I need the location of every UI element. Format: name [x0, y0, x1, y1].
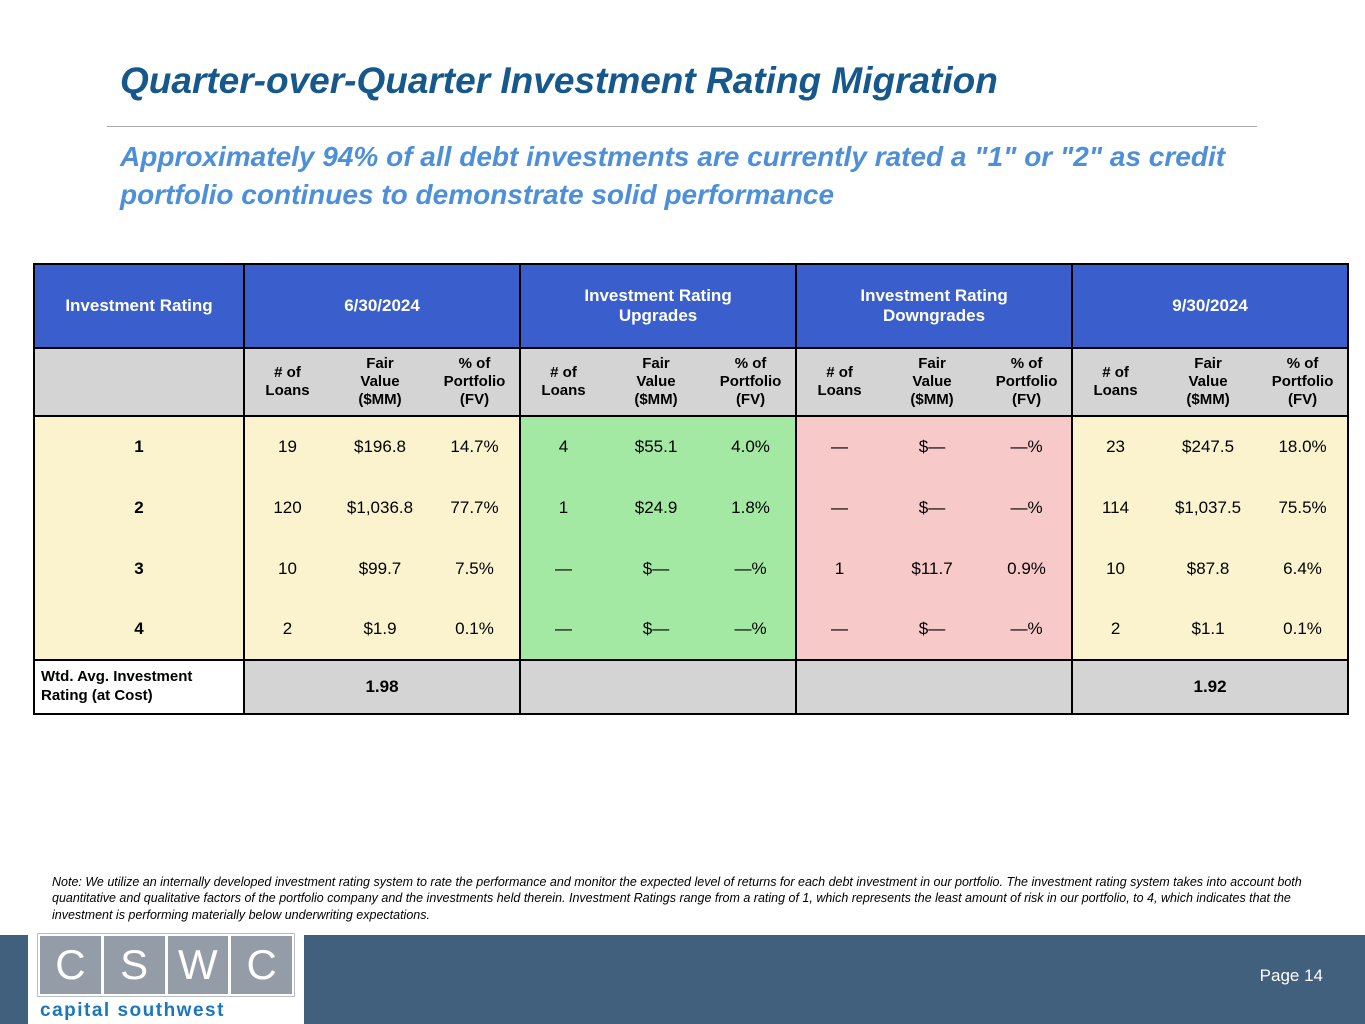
- subheader-cell: % of Portfolio (FV): [982, 348, 1073, 417]
- data-cell: 10: [1071, 538, 1159, 599]
- subheader-cell: % of Portfolio (FV): [1258, 348, 1349, 417]
- data-cell: —%: [982, 477, 1073, 538]
- subheader-cell: % of Portfolio (FV): [706, 348, 797, 417]
- logo-letter: W: [168, 936, 232, 994]
- footer-empty-downgrades: [795, 659, 1073, 714]
- data-cell: $—: [882, 416, 983, 477]
- data-cell: 23: [1071, 416, 1159, 477]
- data-cell: 2: [243, 599, 330, 660]
- subheader-cell: Fair Value ($MM): [330, 348, 430, 417]
- slide-subtitle: Approximately 94% of all debt investment…: [120, 141, 1226, 210]
- data-cell: $1,037.5: [1158, 477, 1259, 538]
- data-cell: $—: [882, 599, 983, 660]
- data-cell: $87.8: [1158, 538, 1259, 599]
- rating-cell: 1: [34, 416, 244, 477]
- subheader-cell: # of Loans: [1071, 348, 1159, 417]
- data-cell: $1.9: [330, 599, 430, 660]
- data-cell: 0.1%: [430, 599, 521, 660]
- data-cell: 19: [243, 416, 330, 477]
- data-cell: —: [519, 538, 607, 599]
- table-row: 1 19 $196.8 14.7% 4 $55.1 4.0% — $— —% 2…: [34, 416, 1349, 477]
- footer-empty-upgrades: [519, 659, 797, 714]
- footer-value-jun: 1.98: [242, 659, 521, 714]
- data-cell: 1: [795, 538, 883, 599]
- data-cell: —: [795, 599, 883, 660]
- logo-letter: S: [104, 936, 168, 994]
- subheader-cell: # of Loans: [243, 348, 330, 417]
- footer-label: Wtd. Avg. Investment Rating (at Cost): [34, 659, 244, 714]
- data-cell: 2: [1071, 599, 1159, 660]
- data-cell: —%: [982, 599, 1073, 660]
- data-cell: —: [795, 477, 883, 538]
- data-cell: 1: [519, 477, 607, 538]
- table-row: 3 10 $99.7 7.5% — $— —% 1 $11.7 0.9% 10 …: [34, 538, 1349, 599]
- data-cell: 114: [1071, 477, 1159, 538]
- table-footer-row: Wtd. Avg. Investment Rating (at Cost) 1.…: [34, 659, 1349, 714]
- data-cell: 0.1%: [1258, 599, 1349, 660]
- data-cell: 10: [243, 538, 330, 599]
- rating-cell: 2: [34, 477, 244, 538]
- table-row: 2 120 $1,036.8 77.7% 1 $24.9 1.8% — $— —…: [34, 477, 1349, 538]
- data-cell: 4.0%: [706, 416, 797, 477]
- table-row: 4 2 $1.9 0.1% — $— —% — $— —% 2 $1.1 0.1…: [34, 599, 1349, 660]
- cswc-logo-box: C S W C: [37, 933, 295, 997]
- data-cell: 6.4%: [1258, 538, 1349, 599]
- data-cell: 7.5%: [430, 538, 521, 599]
- data-cell: $99.7: [330, 538, 430, 599]
- group-header-downgrades: Investment Rating Downgrades: [795, 264, 1073, 349]
- data-cell: $196.8: [330, 416, 430, 477]
- data-cell: 77.7%: [430, 477, 521, 538]
- title-divider: [107, 126, 1257, 127]
- data-cell: —%: [706, 538, 797, 599]
- data-cell: 4: [519, 416, 607, 477]
- subheader-cell: # of Loans: [795, 348, 883, 417]
- logo-letter: C: [246, 941, 277, 988]
- data-cell: $55.1: [606, 416, 707, 477]
- data-cell: —: [519, 599, 607, 660]
- logo-wordmark: capital southwest: [40, 1000, 225, 1021]
- data-cell: $11.7: [882, 538, 983, 599]
- data-cell: $247.5: [1158, 416, 1259, 477]
- subheader-cell: Fair Value ($MM): [606, 348, 707, 417]
- rating-cell: 4: [34, 599, 244, 660]
- data-cell: 75.5%: [1258, 477, 1349, 538]
- footer-value-sep: 1.92: [1071, 659, 1349, 714]
- footnote-text: Note: We utilize an internally developed…: [52, 875, 1302, 922]
- data-cell: 18.0%: [1258, 416, 1349, 477]
- subheader-cell: Fair Value ($MM): [882, 348, 983, 417]
- logo-letter: C: [40, 936, 104, 994]
- table-subheader-row: # of Loans Fair Value ($MM) % of Portfol…: [34, 348, 1349, 417]
- data-cell: —%: [982, 416, 1073, 477]
- rating-cell: 3: [34, 538, 244, 599]
- investment-rating-table: Investment Rating 6/30/2024 Investment R…: [33, 263, 1350, 715]
- cswc-logo: C S W C capital southwest: [28, 926, 304, 1024]
- group-header-jun-2024: 6/30/2024: [242, 264, 521, 349]
- group-header-upgrades: Investment Rating Upgrades: [519, 264, 797, 349]
- data-cell: 0.9%: [982, 538, 1073, 599]
- subheader-cell: # of Loans: [519, 348, 607, 417]
- data-cell: 120: [243, 477, 330, 538]
- data-cell: $1,036.8: [330, 477, 430, 538]
- page-number: Page 14: [1259, 966, 1323, 985]
- subheader-empty: [34, 348, 244, 417]
- data-cell: $—: [606, 599, 707, 660]
- data-cell: —%: [706, 599, 797, 660]
- data-cell: 14.7%: [430, 416, 521, 477]
- data-cell: $—: [606, 538, 707, 599]
- data-cell: $—: [882, 477, 983, 538]
- subheader-cell: % of Portfolio (FV): [430, 348, 521, 417]
- table-group-header-row: Investment Rating 6/30/2024 Investment R…: [34, 264, 1349, 349]
- data-cell: $1.1: [1158, 599, 1259, 660]
- data-cell: 1.8%: [706, 477, 797, 538]
- data-cell: $24.9: [606, 477, 707, 538]
- group-header-sep-2024: 9/30/2024: [1071, 264, 1349, 349]
- data-cell: —: [795, 416, 883, 477]
- page-title: Quarter-over-Quarter Investment Rating M…: [120, 60, 998, 101]
- group-header-investment-rating: Investment Rating: [34, 264, 244, 349]
- subheader-cell: Fair Value ($MM): [1158, 348, 1259, 417]
